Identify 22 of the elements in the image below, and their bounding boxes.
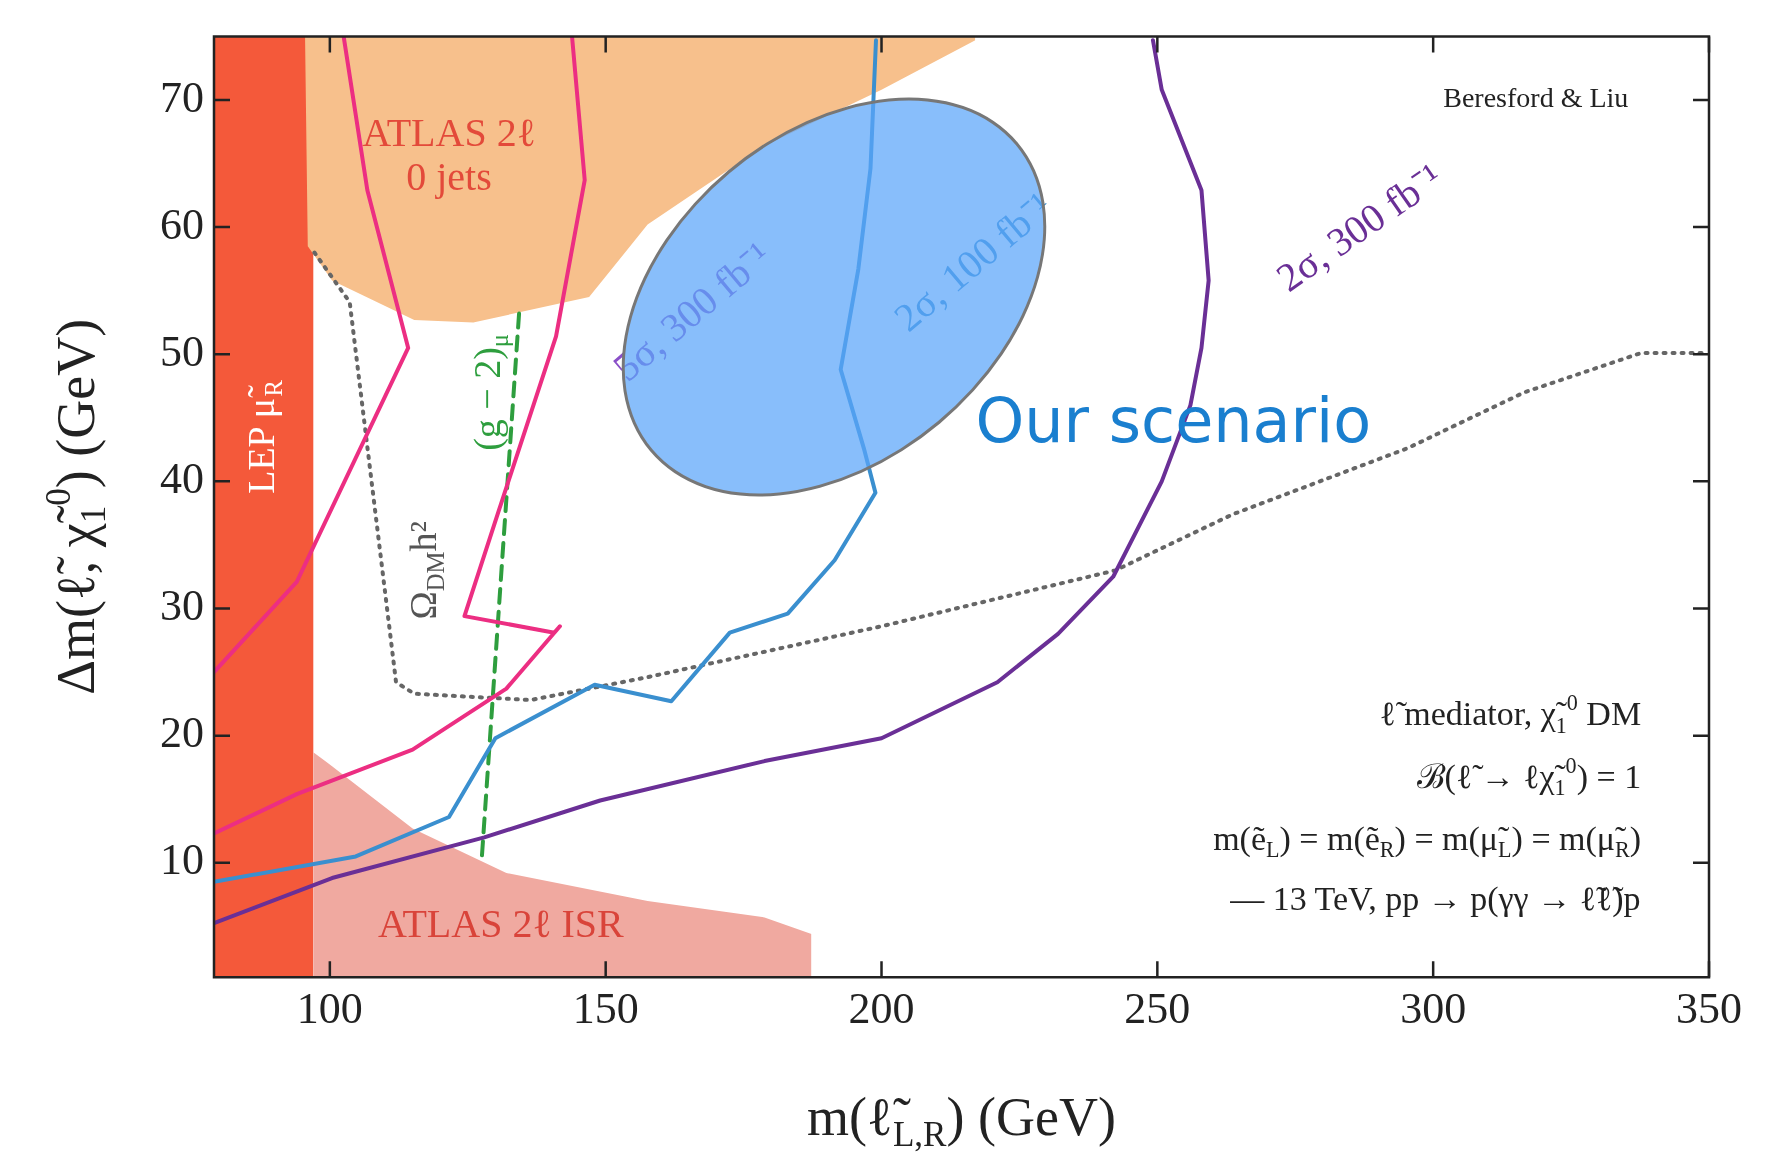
annotation: Beresford & Liu [1443,82,1629,114]
y-tick-label: 60 [160,199,204,249]
x-tick-label: 100 [296,984,363,1034]
annotation: ATLAS 2ℓ ISR [377,900,625,946]
x-tick-label: 300 [1400,984,1467,1034]
y-tick-label: 10 [160,835,204,885]
y-axis-title: Δm(ℓ̃, χ̃10) (GeV) [39,318,114,695]
annotation: ΩDMh² [401,521,449,620]
band-label: LEP μ̃R [239,379,287,494]
y-tick-label: 50 [160,326,204,376]
y-tick-label: 20 [160,708,204,758]
y-tick-label: 70 [160,72,204,122]
annotation: (g − 2)μ [465,333,513,451]
x-tick-label: 250 [1124,984,1191,1034]
annotation: — 13 TeV, pp → p(γγ → ℓ̃ℓ̃)p [1229,879,1641,918]
x-tick-label: 200 [848,984,915,1034]
y-tick-label: 40 [160,453,204,503]
x-tick-label: 350 [1676,984,1742,1034]
x-tick-label: 150 [572,984,639,1034]
y-tick-label: 30 [160,581,204,631]
annotation: ATLAS 2ℓ 0 jets [362,109,536,199]
annotation: 2σ, 300 fb⁻¹ [1268,154,1451,301]
